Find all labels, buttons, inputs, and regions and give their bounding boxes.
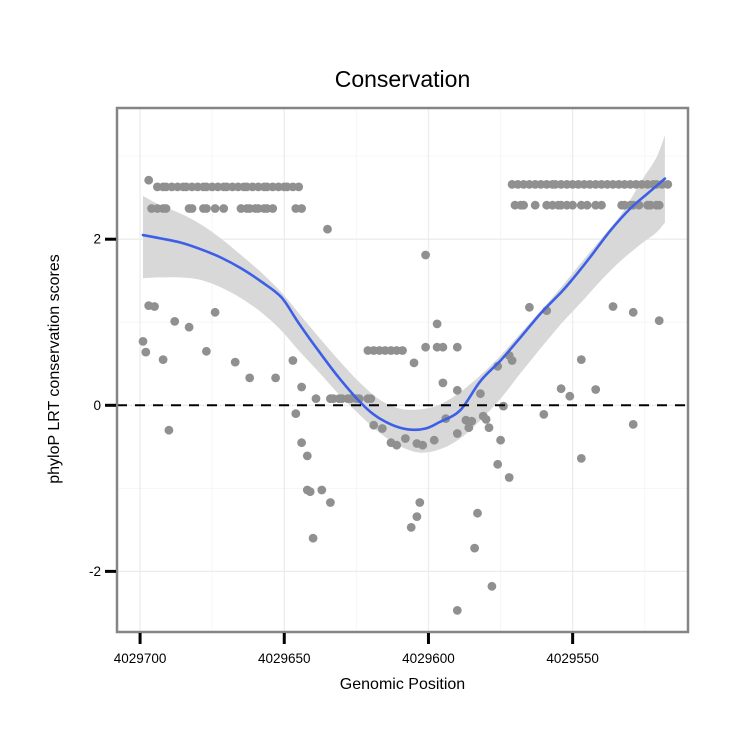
data-point	[297, 382, 306, 392]
data-point	[539, 410, 549, 419]
data-point	[354, 394, 364, 403]
data-point	[484, 423, 494, 433]
data-point	[202, 346, 211, 356]
data-point	[406, 523, 416, 532]
data-point	[452, 342, 462, 352]
data-point	[401, 434, 410, 443]
data-point	[628, 307, 638, 317]
x-tick-label: 4029550	[546, 651, 599, 666]
data-point	[170, 317, 180, 326]
data-point	[412, 512, 422, 521]
data-point	[452, 606, 462, 615]
data-point	[525, 302, 534, 312]
data-point	[398, 346, 407, 355]
data-point	[311, 394, 321, 403]
data-point	[187, 204, 197, 213]
data-point	[245, 373, 255, 383]
y-tick-label: 0	[93, 398, 101, 413]
data-point	[308, 533, 318, 543]
data-point	[438, 378, 448, 388]
data-point	[418, 440, 428, 450]
data-point	[369, 420, 379, 430]
data-point	[202, 204, 211, 213]
data-point	[496, 435, 505, 445]
data-point	[654, 316, 664, 325]
data-point	[268, 204, 278, 213]
data-point	[158, 355, 168, 364]
data-point	[481, 415, 491, 424]
data-point	[608, 302, 618, 311]
data-point	[141, 347, 151, 357]
data-point	[366, 394, 376, 403]
data-point	[291, 409, 301, 418]
data-point	[565, 391, 575, 401]
data-point	[288, 356, 298, 365]
data-point	[409, 358, 419, 368]
data-point	[487, 581, 497, 591]
data-point	[294, 182, 304, 192]
data-point	[184, 322, 194, 332]
data-point	[144, 175, 154, 185]
data-point	[576, 454, 586, 463]
data-point	[271, 373, 280, 383]
data-point	[377, 424, 387, 433]
data-point	[556, 384, 566, 394]
data-point	[150, 302, 159, 311]
data-point	[464, 423, 474, 433]
data-point	[305, 487, 315, 497]
smooth-line	[141, 177, 667, 432]
data-point	[591, 385, 601, 394]
data-point	[323, 224, 332, 234]
data-point	[230, 357, 240, 367]
data-point	[302, 451, 312, 461]
y-tick-label: 2	[93, 232, 101, 247]
x-tick-label: 4029700	[114, 651, 167, 666]
data-point	[421, 250, 430, 260]
data-point	[429, 435, 439, 445]
data-point	[467, 416, 477, 426]
data-point	[470, 543, 479, 553]
x-tick-label: 4029650	[258, 651, 311, 666]
panel-border	[115, 106, 690, 634]
data-point	[597, 200, 606, 210]
x-tick-label: 4029600	[402, 651, 455, 666]
y-tick-label: -2	[89, 564, 101, 579]
data-point	[415, 498, 425, 507]
data-point	[582, 200, 592, 210]
data-point	[326, 498, 335, 507]
data-point	[392, 440, 402, 450]
data-point	[654, 200, 664, 210]
data-point	[452, 385, 462, 395]
data-point	[452, 429, 462, 438]
data-point	[297, 438, 306, 448]
data-point	[210, 307, 220, 317]
data-point	[568, 200, 577, 210]
data-point	[519, 200, 528, 210]
data-point	[161, 204, 171, 213]
data-point	[219, 204, 229, 213]
data-point	[476, 389, 485, 399]
data-point	[297, 204, 306, 213]
data-point	[210, 204, 220, 213]
chart-title: Conservation	[334, 66, 471, 92]
data-point	[421, 342, 430, 352]
data-point	[663, 180, 673, 189]
data-point	[164, 425, 174, 435]
data-point	[576, 355, 586, 364]
data-point	[504, 473, 514, 482]
data-point	[493, 459, 503, 469]
data-point	[628, 420, 638, 429]
data-point	[438, 342, 448, 352]
data-point	[432, 319, 442, 329]
data-point	[507, 356, 517, 365]
data-point	[138, 337, 148, 346]
data-point	[317, 485, 327, 495]
data-point	[473, 508, 482, 518]
x-axis-title: Genomic Position	[339, 676, 466, 693]
data-point	[530, 200, 540, 210]
